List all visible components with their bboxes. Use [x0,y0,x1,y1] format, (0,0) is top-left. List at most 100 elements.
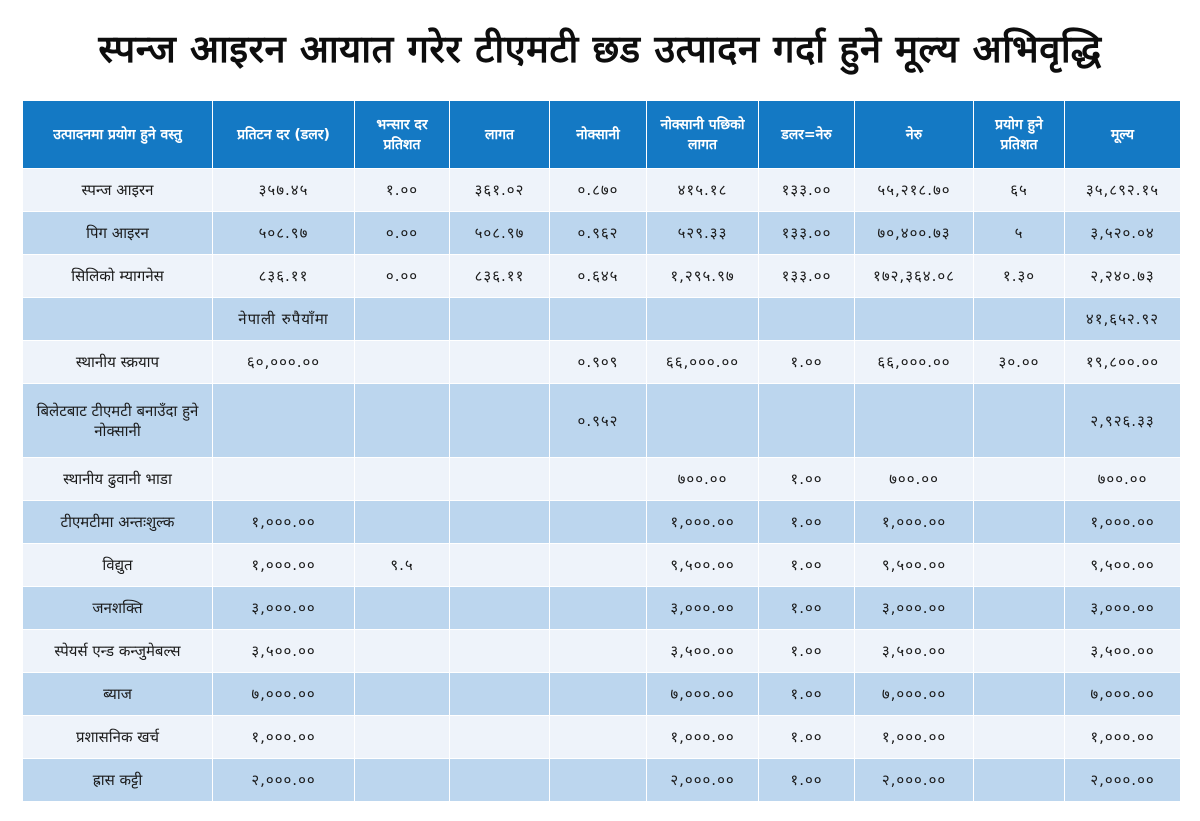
cell-usage-percent [973,715,1065,759]
table-row: बिलेटबाट टीएमटी बनाउँदा हुने नोक्सानी ०.९… [22,383,1181,458]
cell-npr [854,297,974,341]
cell-exchange-rate: १.०० [758,500,855,544]
table-row: ब्याज ७,०००.०० ७,०००.०० १.०० ७,०००.०० ७,०००.०… [22,672,1181,716]
cell-npr: १,०००.०० [854,500,974,544]
column-header-item: उत्पादनमा प्रयोग हुने वस्तु [22,100,213,169]
cell-rate: ८३६.११ [212,254,355,298]
cell-loss: ०.९०९ [549,340,647,384]
cell-cost-after-loss [646,297,759,341]
cell-usage-percent [973,586,1065,630]
cell-customs: ०.०० [354,254,450,298]
cell-usage-percent [973,500,1065,544]
cell-customs: ९.५ [354,543,450,587]
cell-customs [354,340,450,384]
cell-loss: ०.९६२ [549,211,647,255]
cell-customs [354,457,450,501]
cell-cost [449,457,550,501]
cell-item: पिग आइरन [22,211,213,255]
cell-item: जनशक्ति [22,586,213,630]
cell-cost [449,672,550,716]
cell-usage-percent [973,383,1065,458]
cell-usage-percent: १.३० [973,254,1065,298]
cell-value: ३५,८९२.१५ [1064,168,1181,212]
column-header-exchange-rate: डलर=नेरु [758,100,855,169]
cell-usage-percent: ५ [973,211,1065,255]
cell-cost: ५०८.९७ [449,211,550,255]
cell-loss [549,297,647,341]
cell-cost [449,340,550,384]
cell-item: टीएमटीमा अन्तःशुल्क [22,500,213,544]
cell-npr: ३,०००.०० [854,586,974,630]
cell-customs [354,500,450,544]
cell-item: विद्युत [22,543,213,587]
table-row: पिग आइरन ५०८.९७ ०.०० ५०८.९७ ०.९६२ ५२९.३३ १३३.०… [22,211,1181,255]
cell-cost-after-loss: ५२९.३३ [646,211,759,255]
cell-customs [354,715,450,759]
cell-cost: ३६१.०२ [449,168,550,212]
cell-npr: १,०००.०० [854,715,974,759]
cell-exchange-rate: १.०० [758,543,855,587]
cell-loss [549,629,647,673]
cell-item: स्थानीय स्क्रयाप [22,340,213,384]
cell-usage-percent: ३०.०० [973,340,1065,384]
cell-cost-after-loss: ३,५००.०० [646,629,759,673]
column-header-cost-after-loss: नोक्सानी पछिको लागत [646,100,759,169]
cell-usage-percent [973,758,1065,802]
cell-value: ९,५००.०० [1064,543,1181,587]
cell-exchange-rate: १.०० [758,629,855,673]
cell-rate: ३,५००.०० [212,629,355,673]
cell-npr: ७,०००.०० [854,672,974,716]
cell-cost-after-loss: ३,०००.०० [646,586,759,630]
cell-loss: ०.९५२ [549,383,647,458]
table-body: स्पन्ज आइरन ३५७.४५ १.०० ३६१.०२ ०.८७० ४१५.१८ १३… [22,168,1181,802]
cell-item: ह्रास कट्टी [22,758,213,802]
cell-usage-percent [973,672,1065,716]
cell-cost [449,715,550,759]
cell-exchange-rate: १३३.०० [758,211,855,255]
cell-npr: ९,५००.०० [854,543,974,587]
cell-rate: ३,०००.०० [212,586,355,630]
table-row: ह्रास कट्टी २,०००.०० २,०००.०० १.०० २,०००.०० २… [22,758,1181,802]
cell-rate [212,457,355,501]
table-row: टीएमटीमा अन्तःशुल्क १,०००.०० १,०००.०० १.०० १… [22,500,1181,544]
cell-value: ७००.०० [1064,457,1181,501]
cell-customs: ०.०० [354,211,450,255]
cell-rate: १,०००.०० [212,715,355,759]
cell-loss [549,758,647,802]
value-addition-table: उत्पादनमा प्रयोग हुने वस्तु प्रतिटन दर (… [22,100,1181,802]
table-row: स्पन्ज आइरन ३५७.४५ १.०० ३६१.०२ ०.८७० ४१५.१८ १३… [22,168,1181,212]
cell-npr: १७२,३६४.०८ [854,254,974,298]
cell-rate: १,०००.०० [212,500,355,544]
cell-value: १,०००.०० [1064,715,1181,759]
cell-rate: ३५७.४५ [212,168,355,212]
cell-exchange-rate: १.०० [758,586,855,630]
table-row: नेपाली रुपैयाँमा ४१,६५२.९२ [22,297,1181,341]
table-header-row: उत्पादनमा प्रयोग हुने वस्तु प्रतिटन दर (… [22,100,1181,169]
cell-cost [449,500,550,544]
cell-cost [449,543,550,587]
cell-exchange-rate: १३३.०० [758,254,855,298]
cell-exchange-rate: १३३.०० [758,168,855,212]
cell-cost [449,297,550,341]
cell-npr [854,383,974,458]
cell-rate: ५०८.९७ [212,211,355,255]
cell-rate: ७,०००.०० [212,672,355,716]
cell-item: स्पेयर्स एन्ड कन्जुमेबल्स [22,629,213,673]
cell-cost-after-loss: १,०००.०० [646,715,759,759]
cell-exchange-rate: १.०० [758,672,855,716]
cell-customs [354,383,450,458]
cell-cost [449,758,550,802]
cell-cost-after-loss [646,383,759,458]
cell-cost-after-loss: ९,५००.०० [646,543,759,587]
cell-customs [354,672,450,716]
cell-loss [549,672,647,716]
cell-npr: ७००.०० [854,457,974,501]
column-header-value: मूल्य [1064,100,1181,169]
column-header-npr: नेरु [854,100,974,169]
cell-cost [449,586,550,630]
cell-cost-after-loss: १,०००.०० [646,500,759,544]
cell-value: २,९२६.३३ [1064,383,1181,458]
cell-value: ३,५००.०० [1064,629,1181,673]
table-row: विद्युत १,०००.०० ९.५ ९,५००.०० १.०० ९,५००.०० ९,… [22,543,1181,587]
cell-cost-after-loss: २,०००.०० [646,758,759,802]
